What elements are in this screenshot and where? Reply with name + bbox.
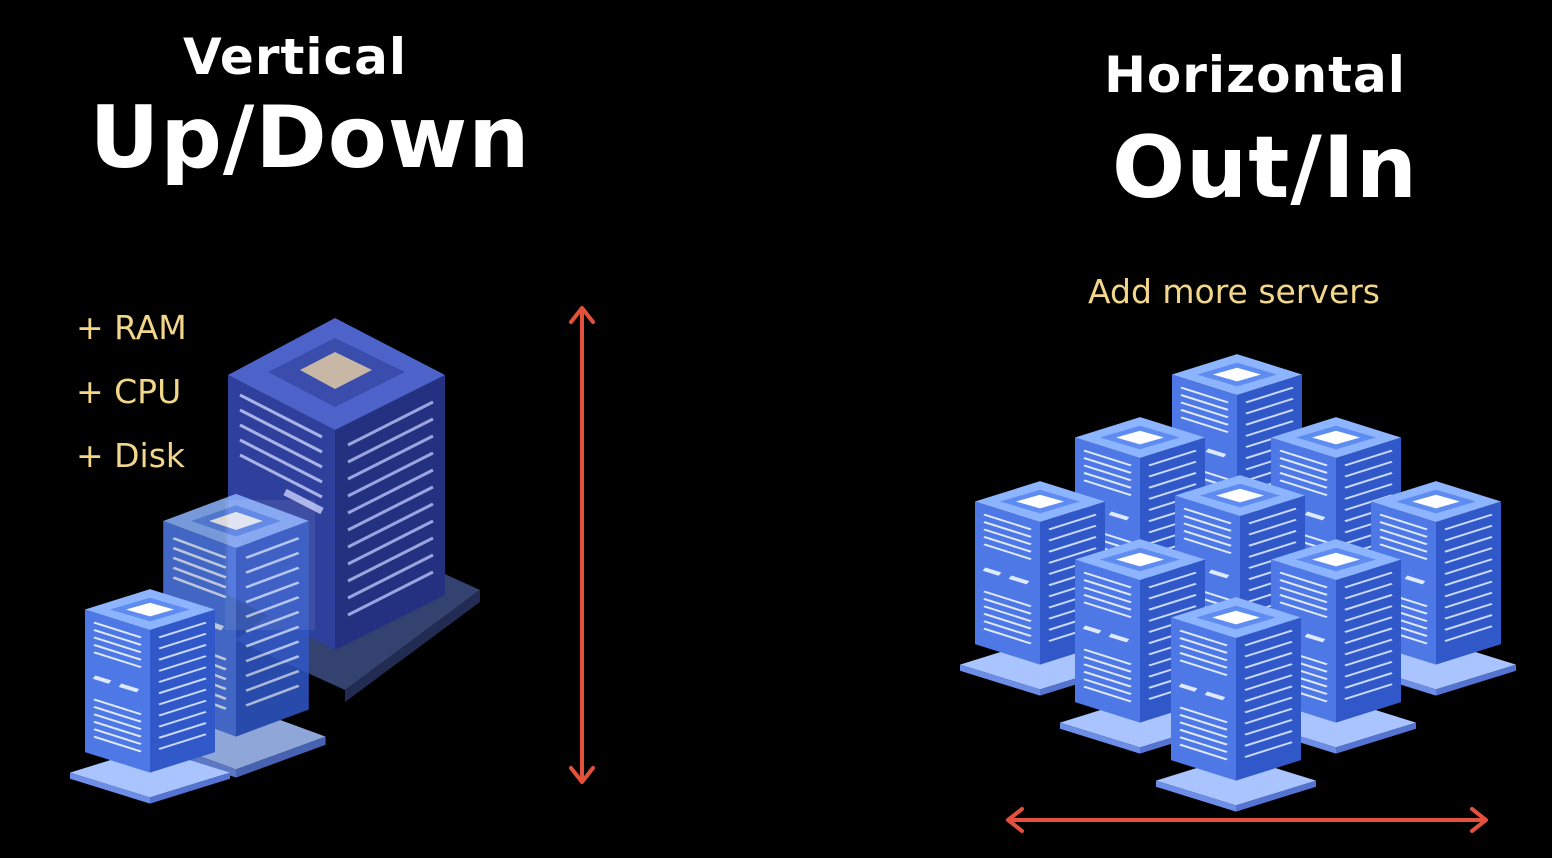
add-servers-caption: Add more servers bbox=[1088, 272, 1381, 311]
horizontal-title: Horizontal bbox=[1104, 46, 1406, 104]
resource-disk: + Disk bbox=[76, 436, 186, 475]
resource-ram: + RAM bbox=[76, 308, 187, 347]
horizontal-servers bbox=[960, 354, 1516, 812]
vertical-subtitle: Up/Down bbox=[89, 88, 531, 188]
small-server bbox=[70, 589, 230, 804]
vertical-title: Vertical bbox=[182, 28, 408, 86]
vertical-arrow bbox=[569, 306, 595, 784]
vertical-servers bbox=[70, 318, 480, 804]
horizontal-arrow bbox=[1006, 807, 1488, 833]
horizontal-subtitle: Out/In bbox=[1111, 118, 1419, 218]
resource-cpu: + CPU bbox=[76, 372, 182, 411]
server-unit bbox=[1156, 597, 1316, 812]
